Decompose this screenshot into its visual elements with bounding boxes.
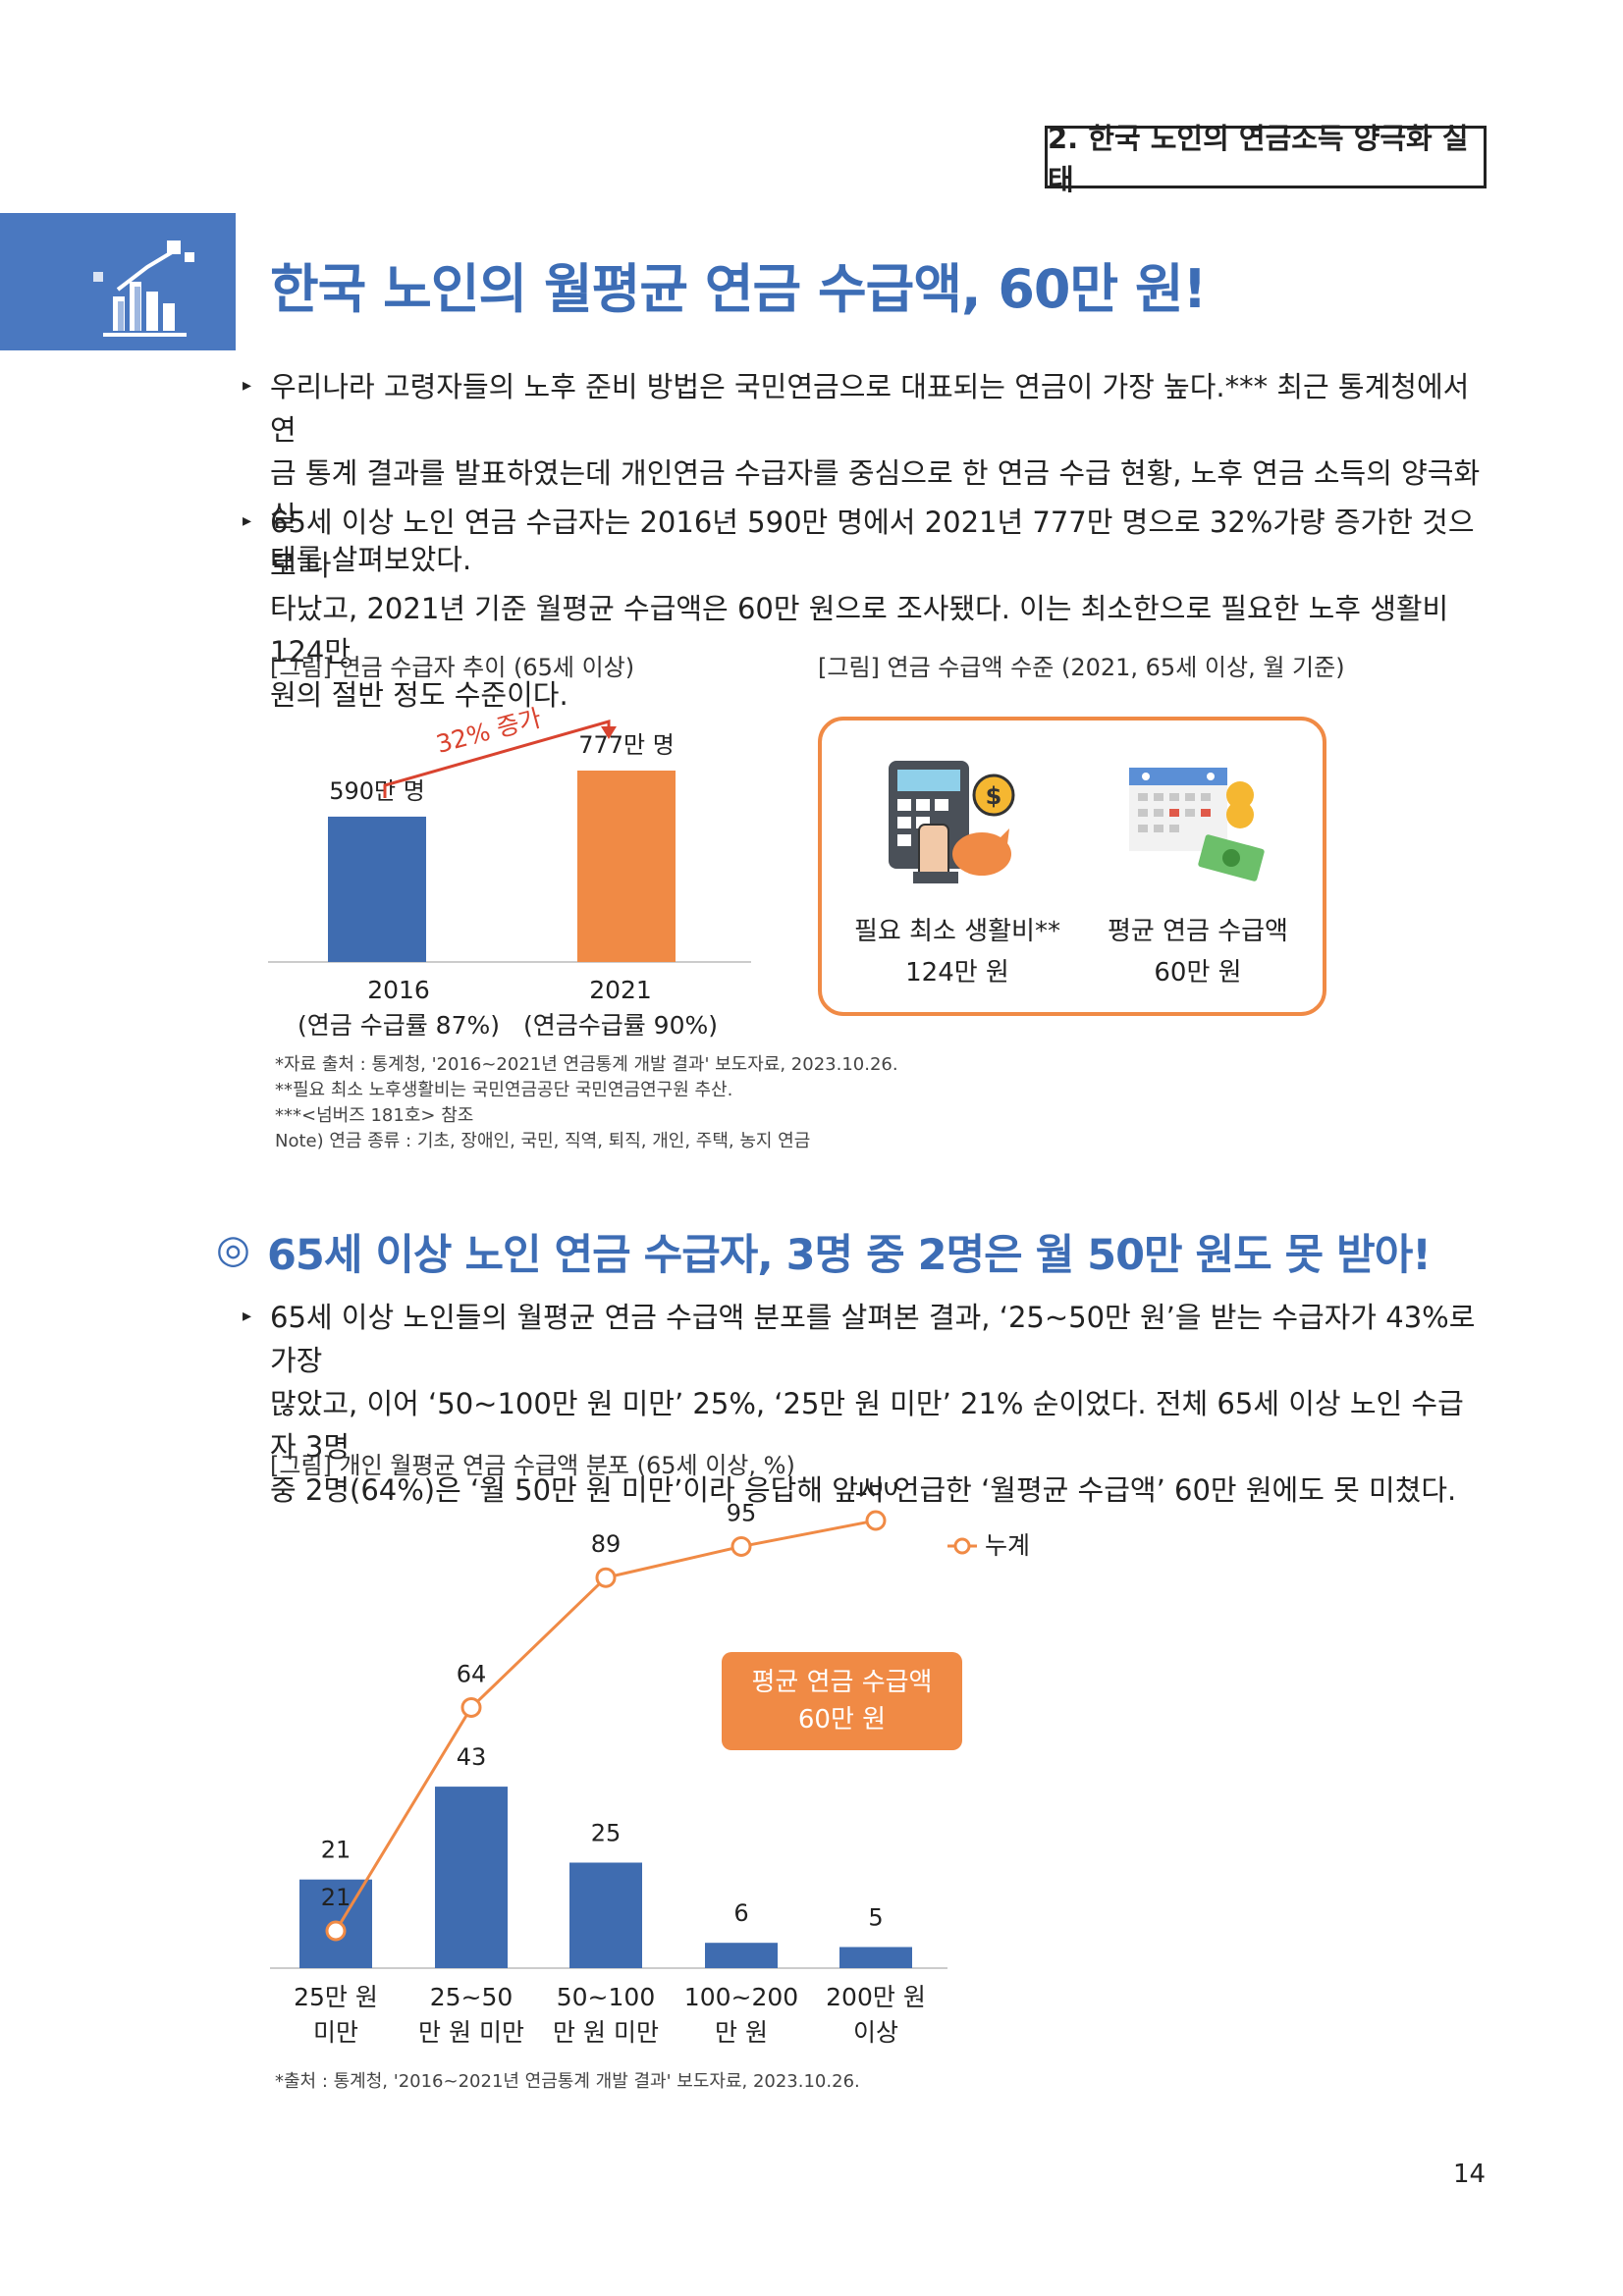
- category-label: 미만: [313, 2018, 358, 2047]
- bar-4: [839, 1947, 912, 1968]
- cumulative-value-label: 21: [321, 1884, 352, 1911]
- paragraph-3-line-1: 65세 이상 노인들의 월평균 연금 수급액 분포를 살펴본 결과, ‘25~5…: [270, 1301, 1476, 1377]
- bullet-icon: ▸: [243, 375, 252, 396]
- bar-1: [435, 1787, 508, 1968]
- category-label: 25~50: [430, 1983, 514, 2011]
- rate-2016: (연금 수급률 87%): [298, 1011, 500, 1040]
- section-subtitle: 65세 이상 노인 연금 수급자, 3명 중 2명은 월 50만 원도 못 받아…: [267, 1231, 1432, 1280]
- page-title: 한국 노인의 월평균 연금 수급액, 60만 원!: [270, 258, 1207, 320]
- paragraph-1: 우리나라 고령자들의 노후 준비 방법은 국민연금으로 대표되는 연금이 가장 …: [270, 365, 1488, 581]
- bullet-icon: ▸: [243, 510, 252, 531]
- increase-arrow: [383, 720, 611, 798]
- category-label: 200만 원: [826, 1983, 926, 2011]
- rate-2021: (연금수급률 90%): [523, 1011, 718, 1040]
- category-label: 50~100: [557, 1983, 655, 2011]
- min-living-cost-label: 필요 최소 생활비**: [854, 917, 1060, 946]
- paragraph-1-line-3: 태를 살펴보았다.: [270, 543, 472, 576]
- paragraph-3-line-2: 많았고, 이어 ‘50~100만 원 미만’ 25%, ‘25만 원 미만’ 2…: [270, 1387, 1464, 1464]
- min-living-cost-value: 124만 원: [905, 958, 1009, 988]
- category-label: 만 원: [715, 2018, 768, 2047]
- pension-distribution-chart: 21 43 25 6 5 21 64 89 95 100 25만 원미만 25~50 만 원 미만 5…: [270, 1482, 1030, 2047]
- title-banner-block: [0, 213, 236, 350]
- paragraph-2-line-2: 타났고, 2021년 기준 월평균 수급액은 60만 원으로 조사됐다. 이는 …: [270, 592, 1449, 668]
- bar-2016-value-label: 590만 명: [329, 777, 425, 805]
- legend-marker-icon: [953, 1537, 971, 1555]
- note-pension-types: Note) 연금 종류 : 기초, 장애인, 국민, 직역, 퇴직, 개인, 주…: [275, 1131, 811, 1151]
- statistics-icon: [93, 240, 194, 337]
- figure3-caption: [그림] 개인 월평균 연금 수급액 분포 (65세 이상, %): [270, 1452, 795, 1479]
- bar-2: [569, 1862, 642, 1968]
- category-label: 100~200: [684, 1983, 798, 2011]
- note-min-cost: **필요 최소 노후생활비는 국민연금공단 국민연금연구원 추산.: [275, 1080, 733, 1100]
- svg-text:$: $: [986, 782, 1002, 810]
- paragraph-2-line-1: 65세 이상 노인 연금 수급자는 2016년 590만 명에서 2021년 7…: [270, 506, 1475, 582]
- bar-2016: [328, 816, 426, 962]
- notes: *자료 출처 : 통계청, '2016~2021년 연금통계 개발 결과' 보도…: [275, 1052, 898, 1154]
- min-living-cost: 필요 최소 생활비** 124만 원: [844, 911, 1070, 993]
- page-number: 14: [1453, 2160, 1487, 2189]
- category-label: 만 원 미만: [553, 2018, 659, 2047]
- paragraph-3-line-3: 중 2명(64%)은 ‘월 50만 원 미만’이라 응답해 앞서 언급한 ‘월평…: [270, 1473, 1457, 1507]
- cumulative-point: [730, 1535, 752, 1557]
- calculator-icon: $: [889, 761, 1015, 883]
- year-2016: 2016: [367, 976, 430, 1004]
- calendar-money-icon: [1129, 768, 1265, 881]
- callout-line-1: 평균 연금 수급액: [751, 1668, 933, 1697]
- paragraph-1-line-1: 우리나라 고령자들의 노후 준비 방법은 국민연금으로 대표되는 연금이 가장 …: [270, 370, 1470, 447]
- note-reference: ***<넘버즈 181호> 참조: [275, 1105, 474, 1126]
- cumulative-point: [595, 1567, 617, 1588]
- category-label: 25만 원: [294, 1983, 378, 2011]
- avg-pension-callout: 평균 연금 수급액 60만 원: [722, 1652, 962, 1750]
- bar-2021-value-label: 777만 명: [578, 731, 675, 759]
- year-2021: 2021: [589, 976, 652, 1004]
- category-label: 만 원 미만: [418, 2018, 524, 2047]
- avg-pension-label: 평균 연금 수급액: [1108, 917, 1288, 946]
- avg-pension-amount: 평균 연금 수급액 60만 원: [1090, 911, 1306, 993]
- cumulative-point: [460, 1696, 482, 1718]
- recipients-trend-chart: 590만 명 777만 명 32% 증가 2016 2021 (연금 수급률 8…: [268, 704, 751, 1040]
- subtitle-icon: ◎: [216, 1227, 250, 1272]
- cumulative-value-label: 100: [853, 1482, 898, 1501]
- note-source: *자료 출처 : 통계청, '2016~2021년 연금통계 개발 결과' 보도…: [275, 1054, 898, 1075]
- pension-level-box: [818, 717, 1326, 1016]
- bar-value-label: 25: [591, 1820, 622, 1847]
- arrow-head-icon: [601, 726, 617, 739]
- paragraph-3: 65세 이상 노인들의 월평균 연금 수급액 분포를 살펴본 결과, ‘25~5…: [270, 1296, 1488, 1512]
- figure3-source: *출처 : 통계청, '2016~2021년 연금통계 개발 결과' 보도자료,…: [275, 2071, 860, 2092]
- paragraph-1-line-2: 금 통계 결과를 발표하였는데 개인연금 수급자를 중심으로 한 연금 수급 현…: [270, 456, 1481, 533]
- figure1-caption: [그림] 연금 수급자 추이 (65세 이상): [270, 654, 635, 681]
- bar-3: [705, 1943, 778, 1968]
- paragraph-2: 65세 이상 노인 연금 수급자는 2016년 590만 명에서 2021년 7…: [270, 501, 1488, 717]
- bar-value-label: 21: [321, 1837, 352, 1864]
- bar-value-label: 5: [868, 1904, 883, 1932]
- paragraph-2-line-3: 원의 절반 정도 수준이다.: [270, 678, 568, 712]
- cumulative-value-label: 64: [457, 1660, 487, 1687]
- legend-label: 누계: [985, 1531, 1030, 1560]
- figure2-caption: [그림] 연금 수급액 수준 (2021, 65세 이상, 월 기준): [818, 654, 1345, 681]
- cumulative-value-label: 95: [727, 1499, 757, 1526]
- bar-value-label: 43: [457, 1743, 487, 1771]
- callout-line-2: 60만 원: [797, 1705, 887, 1735]
- increase-label: 32% 증가: [433, 704, 544, 759]
- avg-pension-value: 60만 원: [1154, 958, 1242, 988]
- cumulative-point: [325, 1920, 347, 1942]
- cumulative-value-label: 89: [591, 1530, 622, 1558]
- bar-value-label: 6: [733, 1899, 748, 1927]
- section-label: 2. 한국 노인의 연금소득 양극화 실태: [1045, 122, 1487, 196]
- cumulative-point: [865, 1510, 887, 1531]
- bar-2021: [577, 771, 676, 962]
- category-label: 이상: [853, 2018, 898, 2047]
- bullet-icon: ▸: [243, 1306, 252, 1326]
